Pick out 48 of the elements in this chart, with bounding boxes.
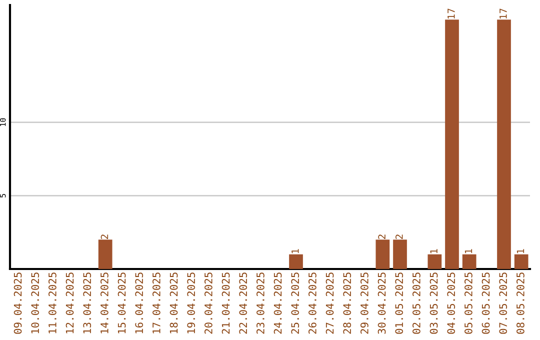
x-tick-label: 06.05.2025 bbox=[482, 272, 490, 334]
x-tick-label: 18.04.2025 bbox=[170, 272, 178, 334]
x-tick-label: 17.04.2025 bbox=[152, 272, 160, 334]
x-tick-label: 13.04.2025 bbox=[83, 272, 92, 334]
data-label: 1 bbox=[516, 249, 524, 254]
x-tick-label: 01.05.2025 bbox=[395, 272, 404, 334]
x-tick-label: 27.04.2025 bbox=[326, 272, 334, 334]
x-tick-label: 16.04.2025 bbox=[135, 272, 144, 334]
data-label: 17 bbox=[500, 8, 507, 18]
x-tick-label: 07.05.2025 bbox=[499, 272, 508, 334]
x-tick-label: 05.05.2025 bbox=[464, 272, 472, 334]
bar bbox=[514, 254, 528, 269]
x-tick-label: 09.04.2025 bbox=[14, 272, 22, 334]
data-label: 1 bbox=[430, 249, 438, 254]
x-tick-label: 30.04.2025 bbox=[378, 272, 386, 334]
bar bbox=[393, 240, 407, 269]
x-tick-label: 22.04.2025 bbox=[239, 272, 248, 334]
x-tick-label: 11.04.2025 bbox=[48, 272, 56, 334]
bar bbox=[497, 20, 511, 269]
x-tick-label: 12.04.2025 bbox=[66, 272, 74, 334]
x-tick-label: 19.04.2025 bbox=[187, 272, 196, 334]
data-label: 1 bbox=[292, 249, 299, 254]
x-tick-label: 14.04.2025 bbox=[100, 272, 108, 334]
data-label: 2 bbox=[395, 234, 403, 239]
data-label: 17 bbox=[448, 8, 455, 18]
x-tick-label: 28.04.2025 bbox=[343, 272, 352, 334]
x-tick-label: 10.04.2025 bbox=[31, 272, 40, 334]
x-tick-label: 29.04.2025 bbox=[360, 272, 368, 334]
x-tick-label: 25.04.2025 bbox=[291, 272, 300, 334]
bar bbox=[98, 240, 112, 269]
x-tick-label: 04.05.2025 bbox=[447, 272, 456, 334]
x-tick-label: 26.04.2025 bbox=[308, 272, 316, 334]
x-tick-label: 23.04.2025 bbox=[256, 272, 264, 334]
x-tick-label: 08.05.2025 bbox=[516, 272, 524, 334]
x-tick-label: 24.04.2025 bbox=[274, 272, 282, 334]
data-label: 1 bbox=[464, 249, 472, 254]
bar bbox=[428, 254, 442, 269]
bar bbox=[445, 20, 459, 269]
x-tick-label: 15.04.2025 bbox=[118, 272, 126, 334]
x-tick-label: 21.04.2025 bbox=[222, 272, 230, 334]
bar bbox=[376, 240, 390, 269]
x-tick-label: 02.05.2025 bbox=[412, 272, 420, 334]
x-tick-label: 20.04.2025 bbox=[204, 272, 212, 334]
x-tick-label: 03.05.2025 bbox=[430, 272, 438, 334]
bar bbox=[462, 254, 476, 269]
bar bbox=[289, 254, 303, 269]
data-label: 2 bbox=[378, 234, 386, 239]
data-label: 2 bbox=[100, 234, 108, 239]
